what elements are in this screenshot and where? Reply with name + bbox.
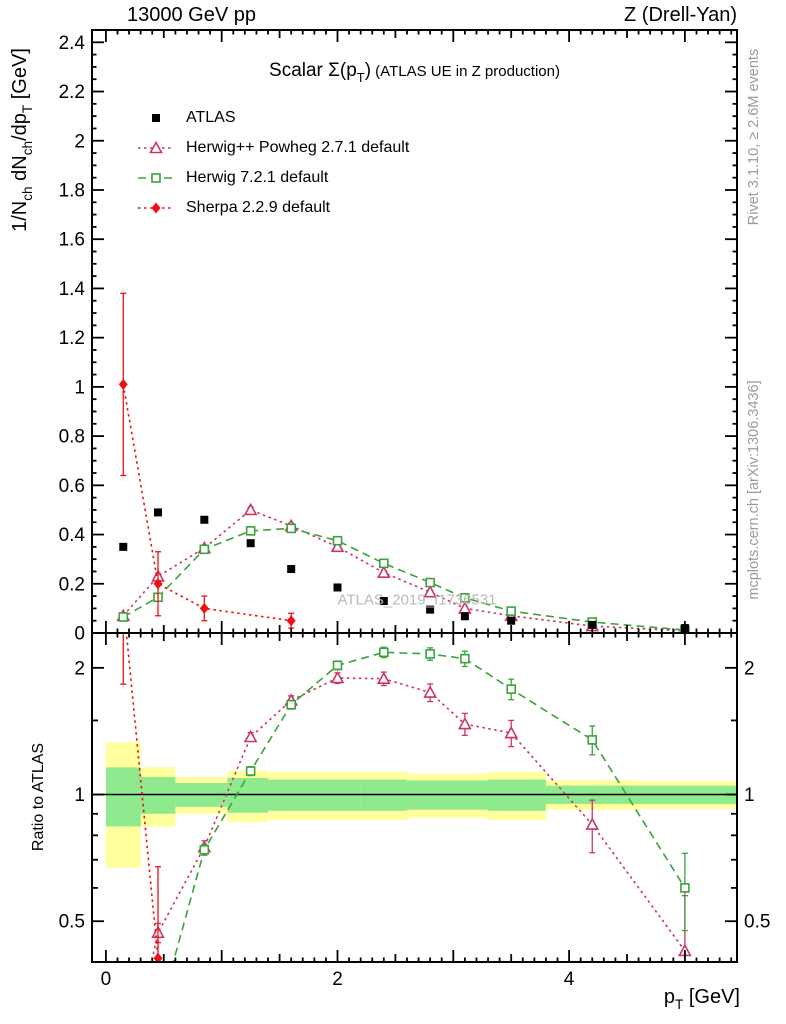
diamond-filled-legend-icon — [138, 202, 174, 214]
legend-label: Sherpa 2.2.9 default — [186, 199, 331, 216]
legend-label: Herwig 7.2.1 default — [186, 169, 329, 186]
rivet-version-label: Rivet 3.1.10, ≥ 2.6M events — [746, 48, 762, 226]
mcplots-reference-label: mcplots.cern.ch [arXiv:1306.3436] — [746, 380, 762, 600]
square-open-legend-icon — [138, 173, 174, 183]
svg-text:0.2: 0.2 — [59, 574, 85, 595]
legend-label: Herwig++ Powheg 2.7.1 default — [186, 139, 410, 156]
svg-text:1.6: 1.6 — [59, 230, 85, 251]
triangle-open-legend-icon — [138, 140, 174, 154]
legend-item-mc-3: Sherpa 2.2.9 default — [136, 193, 409, 223]
label-segment: /dp — [8, 113, 31, 141]
svg-text:0.6: 0.6 — [59, 476, 85, 497]
svg-text:2.4: 2.4 — [59, 33, 86, 54]
x-axis-label: pT [GeV] — [664, 986, 740, 1012]
label-segment: p — [663, 986, 675, 1008]
legend-item-mc-2: Herwig 7.2.1 default — [136, 163, 409, 193]
plot-title: Scalar Σ(pT) (ATLAS UE in Z production) — [92, 60, 737, 85]
label-segment: 1/N — [8, 200, 31, 232]
legend-item-atlas: ATLAS — [136, 103, 409, 133]
svg-text:1: 1 — [74, 377, 85, 398]
label-segment: dN — [8, 155, 31, 187]
svg-text:0.5: 0.5 — [744, 912, 770, 933]
label-segment: Scalar Σ(p — [269, 60, 357, 81]
label-segment: (ATLAS UE in Z production) — [371, 63, 560, 80]
svg-text:1: 1 — [74, 785, 85, 806]
svg-text:1.8: 1.8 — [59, 180, 85, 201]
legend-label: ATLAS — [186, 109, 236, 126]
legend: ATLAS Herwig++ Powheg 2.7.1 default Herwig… — [136, 103, 409, 223]
main-series — [116, 292, 690, 633]
process-label: Z (Drell-Yan) — [624, 4, 737, 26]
label-segment: ) — [364, 60, 372, 81]
label-segment: ch — [20, 186, 36, 201]
label-segment: T — [674, 997, 684, 1013]
label-segment: [GeV] — [683, 986, 740, 1008]
label-segment: [GeV] — [8, 48, 31, 105]
svg-text:0.5: 0.5 — [59, 912, 85, 933]
beam-energy-label: 13000 GeV pp — [127, 4, 256, 26]
svg-text:0: 0 — [74, 624, 85, 645]
svg-text:0: 0 — [101, 969, 112, 990]
svg-text:4: 4 — [564, 969, 575, 990]
axes: 0 2 4 0 0.2 0.4 0.6 0.8 1 1.2 1.4 1.6 1.8 2 2.2 2.4 0.5 0… — [59, 29, 770, 990]
svg-text:1.2: 1.2 — [59, 328, 85, 349]
svg-text:0.8: 0.8 — [59, 427, 85, 448]
svg-text:1.4: 1.4 — [59, 279, 86, 300]
analysis-watermark: ATLAS_2019_I1736531 — [337, 591, 497, 609]
square-filled-legend-icon — [152, 114, 160, 122]
label-segment: T — [356, 69, 365, 85]
svg-text:2: 2 — [74, 131, 85, 152]
svg-text:2: 2 — [74, 658, 85, 679]
svg-text:2: 2 — [332, 969, 343, 990]
svg-text:2: 2 — [744, 658, 755, 679]
label-segment: ch — [20, 140, 36, 156]
ratio-y-axis-label: Ratio to ATLAS — [30, 742, 47, 852]
ratio-series — [92, 633, 737, 962]
label-segment: T — [20, 104, 36, 114]
legend-item-mc-1: Herwig++ Powheg 2.7.1 default — [136, 133, 409, 163]
svg-text:1: 1 — [744, 785, 755, 806]
main-y-axis-label: 1/Nch dNch/dpT [GeV] — [9, 48, 35, 232]
svg-text:0.4: 0.4 — [59, 525, 86, 546]
svg-text:2.2: 2.2 — [59, 82, 85, 103]
